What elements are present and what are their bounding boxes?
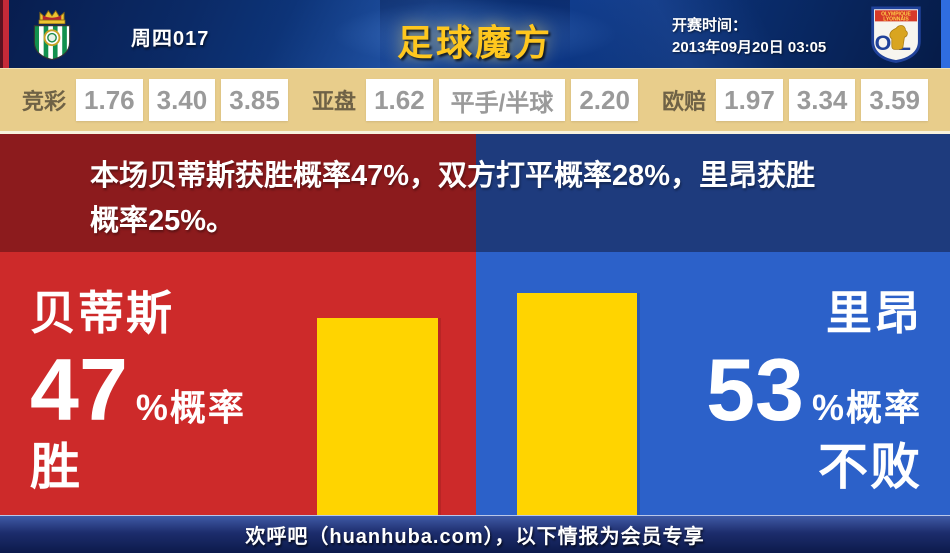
odds-group-yapan: 亚盘 1.62 平手/半球 2.20 <box>312 79 638 121</box>
kickoff-time-block: 开赛时间： 2013年09月20日 03:05 <box>672 15 826 59</box>
odds-value-box: 3.85 <box>221 79 288 121</box>
away-percent-suffix: %概率 <box>811 387 922 428</box>
lyon-crest-icon: OLYMPIQUE LYONNAIS OL <box>871 6 921 63</box>
odds-value-box: 1.76 <box>76 79 143 121</box>
summary-line-2: 概率25%。 <box>90 205 236 237</box>
odds-value-box: 1.97 <box>716 79 783 121</box>
away-probability-bar <box>517 293 637 515</box>
kickoff-label: 开赛时间： <box>672 17 748 34</box>
home-outcome-label: 胜 <box>30 439 82 495</box>
home-percent-suffix: %概率 <box>135 387 246 428</box>
title-panel <box>380 0 570 68</box>
odds-label-jingcai: 竞彩 <box>22 89 67 114</box>
lyon-crest-word-1: OLYMPIQUE <box>881 11 911 17</box>
odds-label-oupei: 欧赔 <box>662 89 707 114</box>
summary-text: 本场贝蒂斯获胜概率47%，双方打平概率28%，里昂获胜 概率25%。 <box>90 154 815 244</box>
home-probability-bar <box>317 318 438 515</box>
away-percent-row: 53 %概率 <box>706 344 922 436</box>
odds-label-yapan: 亚盘 <box>312 89 357 114</box>
summary-line-1: 本场贝蒂斯获胜概率47%，双方打平概率28%，里昂获胜 <box>90 160 816 192</box>
odds-group-jingcai: 竞彩 1.76 3.40 3.85 <box>22 79 288 121</box>
away-team-block: 里昂 53 %概率 不败 <box>706 286 922 496</box>
away-outcome-label: 不败 <box>818 439 922 495</box>
odds-value-box: 1.62 <box>366 79 433 121</box>
odds-value-box: 2.20 <box>571 79 638 121</box>
footer: 欢呼吧（huanhuba.com），以下情报为会员专享 <box>0 515 950 553</box>
lyon-crest-word-2: LYONNAIS <box>883 17 909 23</box>
site-title: 足球魔方 <box>396 22 554 63</box>
away-color-stripe <box>941 0 950 68</box>
home-percent-row: 47 %概率 <box>30 344 246 436</box>
odds-strip: 竞彩 1.76 3.40 3.85 亚盘 1.62 平手/半球 2.20 欧赔 … <box>0 68 950 131</box>
odds-value-box: 3.34 <box>788 79 856 121</box>
summary-banner: 本场贝蒂斯获胜概率47%，双方打平概率28%，里昂获胜 概率25%。 <box>0 134 950 252</box>
separator-line <box>0 131 950 134</box>
match-number-label: 周四017 <box>131 28 210 50</box>
away-percent-value: 53 <box>706 340 804 439</box>
odds-value-box: 3.40 <box>148 79 216 121</box>
odds-group-oupei: 欧赔 1.97 3.34 3.59 <box>662 79 928 121</box>
home-percent-value: 47 <box>30 340 128 439</box>
betis-crest-icon <box>33 9 71 61</box>
probability-section: 贝蒂斯 47 %概率 胜 里昂 53 %概率 不败 <box>0 252 950 515</box>
odds-value-box: 3.59 <box>861 79 928 121</box>
home-color-stripe <box>0 0 9 68</box>
odds-handicap-box: 平手/半球 <box>438 79 566 121</box>
kickoff-time: 2013年09月20日 03:05 <box>672 39 827 56</box>
footer-text: 欢呼吧（huanhuba.com），以下情报为会员专享 <box>245 526 705 548</box>
home-team-name: 贝蒂斯 <box>30 287 174 339</box>
title-glow <box>335 1 615 67</box>
home-team-block: 贝蒂斯 47 %概率 胜 <box>30 286 246 496</box>
away-team-name: 里昂 <box>826 287 922 339</box>
header: 周四017 足球魔方 开赛时间： 2013年09月20日 03:05 OLYMP… <box>0 0 950 68</box>
